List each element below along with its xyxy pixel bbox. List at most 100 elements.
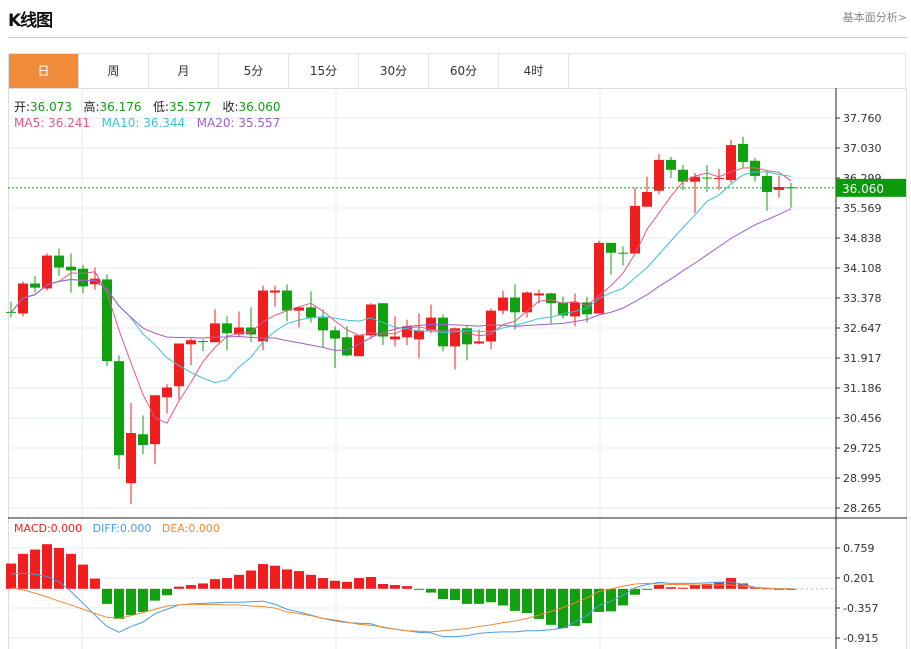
macd-bar-negative [126,588,136,616]
price-tick-label: 37.030 [843,142,882,155]
macd-bar-positive [42,544,52,589]
high-value: 36.176 [99,100,142,114]
candle-down [114,361,124,456]
chart-frame [8,88,907,649]
candle-up [774,187,784,190]
macd-bar-positive [30,549,40,589]
candle-up [366,304,376,336]
tab-60min[interactable]: 60分 [429,54,499,88]
candle-up [174,343,184,387]
macd-legend: MACD:0.000 DIFF:0.000 DEA:0.000 [14,522,220,535]
ohlc-legend: 开:36.073 高:36.176 低:35.577 收:36.060 [14,98,281,115]
candle-down [318,317,328,331]
candle-up [234,327,244,335]
macd-bar-positive [258,564,268,589]
price-tick-label: 37.760 [843,112,882,125]
macd-bar-negative [606,588,616,612]
diff-legend-value: DIFF:0.000 [92,522,152,535]
macd-bar-negative [474,588,484,604]
candle-down [102,279,112,362]
candle-up [522,292,532,313]
candle-up [474,341,484,344]
tab-4hour[interactable]: 4时 [499,54,569,88]
macd-bar-negative [438,588,448,600]
macd-bar-positive [306,574,316,589]
ma20-legend: MA20: 35.557 [196,116,281,130]
macd-bar-positive [378,583,388,589]
macd-bar-negative [114,588,124,619]
macd-bar-negative [150,588,160,601]
price-tick-label: 31.917 [843,352,882,365]
tab-month[interactable]: 月 [149,54,219,88]
candle-up [534,293,544,296]
candle-down [678,169,688,182]
candle-down [342,337,352,356]
close-value: 36.060 [238,100,281,114]
macd-bar-negative [414,588,424,590]
candle-up [714,177,724,179]
macd-bar-negative [534,588,544,619]
tab-day[interactable]: 日 [9,54,79,88]
candle-down [702,177,712,179]
ma10-legend: MA10: 36.344 [101,116,186,130]
fundamental-analysis-link[interactable]: 基本面分析> [842,11,907,24]
price-tick-label: 28.995 [843,472,882,485]
macd-bar-positive [654,585,664,589]
candle-up [570,302,580,317]
macd-bar-positive [342,581,352,589]
macd-bar-positive [690,585,700,589]
macd-tick-label: -0.357 [843,602,878,615]
macd-bar-positive [54,547,64,589]
tab-30min[interactable]: 30分 [359,54,429,88]
low-value: 35.577 [169,100,212,114]
macd-bar-negative [162,588,172,596]
divider [8,37,907,38]
candle-down [78,268,88,287]
candle-up [642,191,652,207]
price-tick-label: 32.647 [843,322,882,335]
tab-5min[interactable]: 5分 [219,54,289,88]
candle-down [138,434,148,445]
macd-tick-label: 0.759 [843,542,875,555]
macd-tick-label: 0.201 [843,572,875,585]
candle-up [402,326,412,338]
tab-15min[interactable]: 15分 [289,54,359,88]
candle-up [726,145,736,181]
candle-up [498,297,508,311]
candle-up [162,387,172,398]
low-label: 低: [153,100,170,114]
macd-bar-negative [138,588,148,612]
macd-bar-positive [270,565,280,589]
macd-bar-positive [318,578,328,589]
macd-bar-positive [366,576,376,589]
candle-down [546,293,556,304]
macd-bar-positive [234,574,244,589]
macd-bar-positive [210,579,220,589]
candle-down [222,323,232,334]
candle-down [738,143,748,162]
macd-bar-negative [426,588,436,593]
candle-down [282,290,292,311]
dea-line [10,582,791,633]
macd-bar-positive [678,587,688,589]
macd-bar-negative [498,588,508,606]
candle-down [558,302,568,316]
tab-week[interactable]: 周 [79,54,149,88]
candle-up [630,205,640,254]
candle-down [666,159,676,170]
macd-bar-negative [570,588,580,626]
ma5-line [10,167,792,424]
macd-bar-positive [702,583,712,589]
macd-bar-negative [486,588,496,603]
candle-up [594,242,604,314]
ma5-legend: MA5: 36.241 [14,116,91,130]
macd-bar-negative [450,588,460,601]
candle-up [486,310,496,342]
macd-tick-label: -0.915 [843,632,878,645]
candle-up [414,330,424,340]
macd-bar-positive [726,578,736,589]
macd-legend-value: MACD:0.000 [14,522,83,535]
candle-up [294,307,304,311]
candle-down [66,266,76,271]
